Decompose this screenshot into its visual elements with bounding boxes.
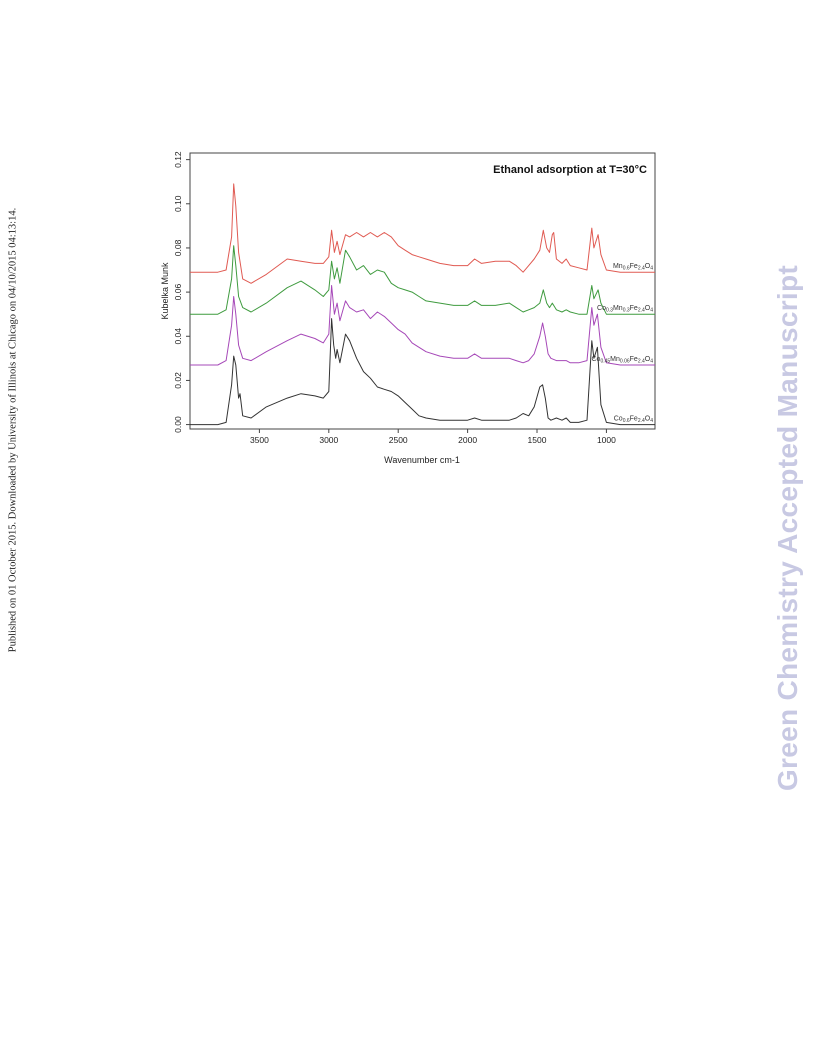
series-lines [190, 183, 655, 426]
x-tick-label: 3500 [250, 435, 269, 445]
series-labels: Mn0.6Fe2.4O4 Co0.3Mn0.3Fe2.4O4 Co0.45Mn0.0… [591, 263, 653, 424]
y-tick-label: 0.12 [173, 151, 183, 168]
series-line-4 [190, 318, 655, 426]
series-line-1 [190, 183, 655, 284]
y-tick-label: 0.06 [173, 284, 183, 301]
x-axis-ticks: 3500 3000 2500 2000 1500 1000 [250, 429, 616, 445]
ftir-spectra-chart: Ethanol adsorption at T=30°C Wavenumber … [160, 151, 656, 465]
y-tick-label: 0.08 [173, 239, 183, 256]
series-label-2: Co0.3Mn0.3Fe2.4O4 [597, 305, 653, 314]
x-axis-label: Wavenumber cm-1 [384, 455, 460, 465]
x-tick-label: 2000 [458, 435, 477, 445]
x-tick-label: 1000 [597, 435, 616, 445]
y-tick-label: 0.10 [173, 195, 183, 212]
series-label-1: Mn0.6Fe2.4O4 [613, 263, 653, 272]
journal-watermark: Green Chemistry Accepted Manuscript [772, 264, 803, 792]
y-tick-label: 0.00 [173, 416, 183, 433]
series-line-2 [190, 245, 655, 315]
y-axis-label: Kubelka Munk [160, 262, 170, 320]
series-line-3 [190, 285, 655, 366]
plot-frame [189, 152, 656, 430]
series-label-3: Co0.45Mn0.06Fe2.4O4 [591, 356, 653, 365]
x-tick-label: 3000 [319, 435, 338, 445]
x-tick-label: 1500 [528, 435, 547, 445]
publication-note: Published on 01 October 2015. Downloaded… [7, 207, 19, 653]
y-tick-label: 0.02 [173, 372, 183, 389]
chart-title: Ethanol adsorption at T=30°C [493, 164, 647, 176]
x-tick-label: 2500 [389, 435, 408, 445]
y-tick-label: 0.04 [173, 328, 183, 345]
y-axis-ticks: 0.00 0.02 0.04 0.06 0.08 0.10 0.12 [173, 151, 190, 433]
series-label-4: Co0.6Fe2.4O4 [614, 416, 653, 425]
